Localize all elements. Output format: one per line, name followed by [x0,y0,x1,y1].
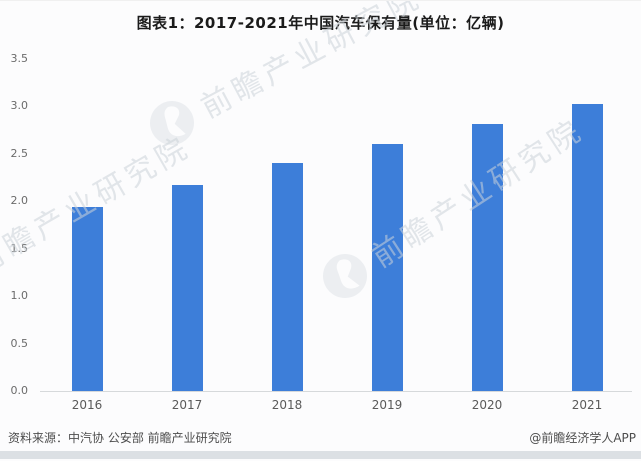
bottom-divider-strip [0,451,641,459]
x-tick-label: 2018 [271,398,303,412]
y-tick-label: 3.0 [10,99,29,112]
y-tick-label: 2.5 [10,146,29,160]
credit-text: @前瞻经济学人APP [529,431,636,445]
data-source-text: 资料来源：中汽协 公安部 前瞻产业研究院 [8,431,232,445]
bar-2017 [171,184,203,391]
y-tick-label: 0.5 [10,336,29,350]
chart-title: 图表1：2017-2021年中国汽车保有量(单位：亿辆) [136,14,505,32]
bar-2020 [471,124,503,391]
x-tick-label: 2021 [571,398,603,412]
bar-2021 [571,104,603,391]
x-tick-label: 2019 [371,398,403,412]
y-tick-label: 1.0 [10,289,29,302]
bar-2019 [371,144,403,391]
y-tick-label: 0.0 [10,384,29,397]
footer: 资料来源：中汽协 公安部 前瞻产业研究院 @前瞻经济学人APP [0,429,641,447]
bar-2016 [71,206,103,391]
y-tick-label: 2.0 [10,194,29,207]
bar-2018 [271,163,303,391]
x-tick-label: 2017 [171,398,203,412]
x-axis-line [40,391,632,392]
y-tick-label: 3.5 [10,51,29,65]
x-tick-label: 2020 [471,398,503,412]
x-tick-label: 2016 [71,398,103,412]
y-tick-label: 1.5 [10,241,29,255]
